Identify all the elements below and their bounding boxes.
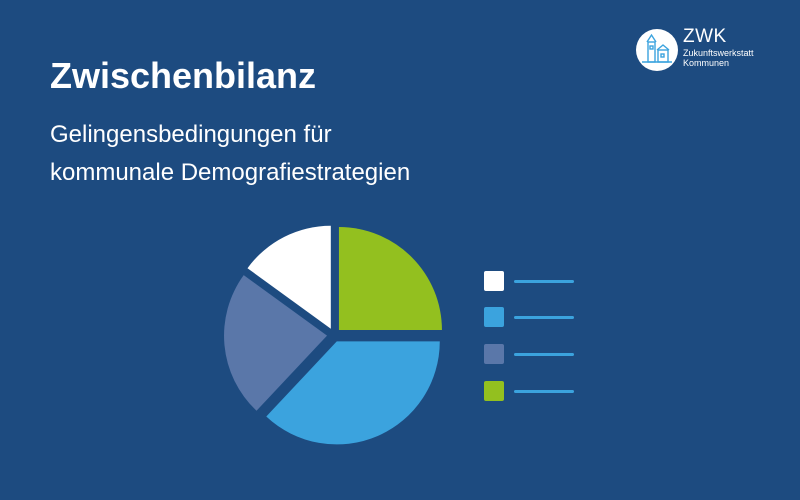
- legend-label-placeholder: [514, 280, 574, 283]
- legend-swatch: [484, 271, 504, 291]
- subtitle-line-1: Gelingensbedingungen für: [50, 121, 332, 148]
- page-title: Zwischenbilanz: [50, 55, 317, 96]
- legend-item: [484, 307, 584, 327]
- legend-item: [484, 271, 584, 291]
- legend-label-placeholder: [514, 316, 574, 319]
- pie-slice-4: [247, 225, 331, 329]
- legend-label-placeholder: [514, 353, 574, 356]
- legend-item: [484, 344, 584, 364]
- pie-chart: [224, 225, 442, 445]
- legend-label-placeholder: [514, 390, 574, 393]
- logo-text: ZWK Zukunftswerkstatt Kommunen: [683, 26, 778, 68]
- pie-slice-3: [224, 275, 328, 411]
- pie-slice-2: [266, 341, 440, 445]
- logo-name: ZWK: [683, 26, 727, 47]
- legend-swatch: [484, 381, 504, 401]
- town-emblem-icon: [636, 29, 678, 71]
- logo-subtitle-1: Zukunftswerkstatt: [683, 48, 754, 58]
- logo-subtitle-2: Kommunen: [683, 58, 730, 68]
- legend-swatch: [484, 307, 504, 327]
- subtitle-line-2: kommunale Demografiestrategien: [50, 159, 411, 186]
- page-subtitle: Gelingensbedingungen für kommunale Demog…: [50, 116, 570, 192]
- legend-swatch: [484, 344, 504, 364]
- zwk-logo: ZWK Zukunftswerkstatt Kommunen: [632, 26, 772, 74]
- legend-item: [484, 381, 584, 401]
- pie-slice-1: [338, 227, 442, 331]
